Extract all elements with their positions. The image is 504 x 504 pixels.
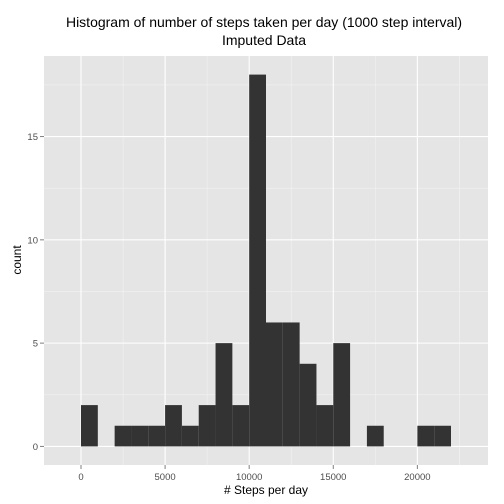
y-tick-label: 10 (27, 235, 38, 246)
histogram-bar (148, 425, 166, 447)
x-tick-label: 20000 (404, 472, 430, 483)
y-tick-label: 0 (33, 442, 38, 453)
histogram-bar (232, 405, 250, 447)
y-axis-ticks: 0 5 10 15 (27, 132, 44, 453)
histogram-bar (266, 322, 283, 447)
x-axis-title: # Steps per day (224, 483, 308, 497)
histogram-bar (165, 405, 182, 447)
histogram-bar (299, 363, 317, 447)
histogram-bar (333, 343, 351, 447)
histogram-bar (249, 74, 266, 447)
histogram-bar (181, 425, 199, 447)
histogram-bar (417, 425, 435, 447)
histogram-bar (316, 405, 334, 447)
histogram-bar (366, 425, 384, 447)
y-axis-title: count (10, 245, 24, 275)
histogram-bars (81, 74, 451, 447)
histogram-bar (114, 425, 132, 447)
histogram-bar (81, 405, 98, 447)
histogram-bar (434, 425, 451, 447)
x-tick-label: 0 (78, 472, 83, 483)
histogram-bar (198, 405, 216, 447)
chart-title: Histogram of number of steps taken per d… (66, 14, 462, 30)
histogram-bar (215, 343, 233, 447)
histogram-bar (282, 322, 300, 447)
x-tick-label: 5000 (155, 472, 176, 483)
x-tick-label: 10000 (236, 472, 262, 483)
x-tick-label: 15000 (320, 472, 346, 483)
chart-subtitle: Imputed Data (222, 32, 306, 48)
histogram-bar (131, 425, 149, 447)
x-axis-ticks: 0 5000 10000 15000 20000 (78, 465, 431, 483)
y-tick-label: 15 (27, 132, 38, 143)
y-tick-label: 5 (33, 339, 38, 350)
